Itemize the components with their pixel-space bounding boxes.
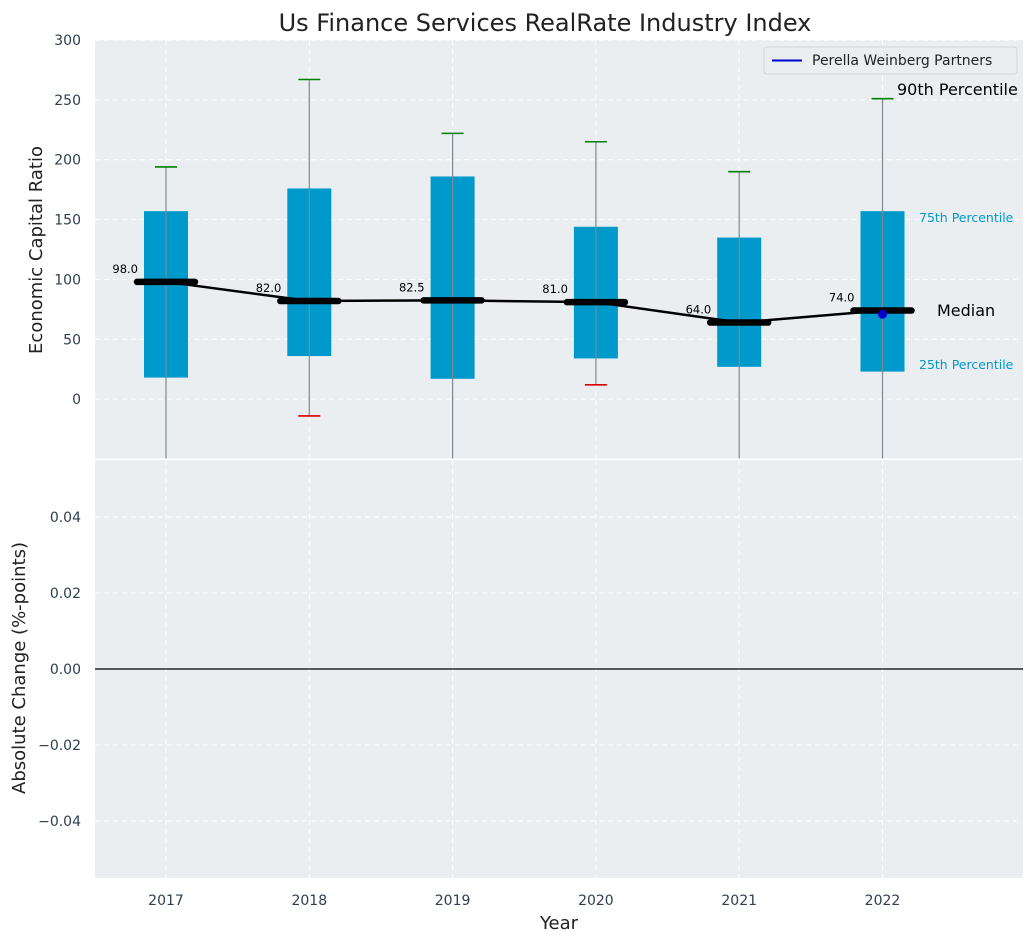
box-2020: [573, 140, 618, 386]
median-value-label-2022: 74.0: [829, 291, 855, 305]
bottom-y-tick-label: 0.04: [50, 510, 81, 526]
top-y-tick-label: 150: [54, 213, 81, 229]
median-value-label-2021: 64.0: [686, 303, 712, 317]
median-value-label-2018: 82.0: [256, 281, 282, 295]
x-tick-label-2018: 2018: [291, 893, 327, 909]
bottom-y-ticks: −0.04 −0.02 0.00 0.02 0.04: [38, 510, 81, 830]
x-axis-label: Year: [539, 913, 579, 934]
bottom-y-axis-label: Absolute Change (%-points): [9, 542, 30, 794]
x-tick-label-2022: 2022: [865, 893, 901, 909]
box-2022: [860, 97, 905, 459]
box-2021: [717, 170, 762, 459]
top-y-tick-label: 50: [63, 332, 81, 348]
bottom-y-tick-label: 0.02: [50, 586, 81, 602]
chart-title: Us Finance Services RealRate Industry In…: [279, 9, 812, 37]
annotation-median: Median: [937, 301, 995, 320]
x-tick-label-2017: 2017: [148, 893, 184, 909]
top-y-tick-label: 100: [54, 272, 81, 288]
annotation-p75: 75th Percentile: [919, 210, 1014, 225]
annotation-p90: 90th Percentile: [897, 80, 1018, 99]
annotation-p25: 25th Percentile: [919, 357, 1014, 372]
bottom-y-tick-label: 0.00: [50, 662, 81, 678]
box-2018: [287, 78, 332, 417]
box-2019: [430, 132, 475, 459]
legend: Perella Weinberg Partners: [763, 46, 1018, 75]
top-y-axis-label: Economic Capital Ratio: [26, 146, 47, 354]
legend-box: [763, 46, 1018, 75]
bottom-y-tick-label: −0.02: [38, 738, 81, 754]
box-series: 98.0 82.0 82.5 81.0 64.0 74.0: [112, 78, 915, 459]
x-tick-label-2019: 2019: [435, 893, 471, 909]
top-panel: 0 50 100 150 200 250 300 98.0 82.0 82.5 81.0 64.0 7…: [26, 33, 1023, 459]
median-value-label-2017: 98.0: [112, 262, 138, 276]
box-2017: [144, 166, 188, 459]
top-y-tick-label: 0: [72, 392, 81, 408]
percentile-annotations: 90th Percentile 75th Percentile Median 2…: [897, 80, 1018, 372]
median-value-label-2020: 81.0: [542, 282, 568, 296]
top-y-tick-label: 250: [54, 93, 81, 109]
bottom-y-tick-label: −0.04: [38, 814, 81, 830]
legend-entry-company: Perella Weinberg Partners: [812, 53, 992, 69]
x-ticks: 2017 2018 2019 2020 2021 2022: [148, 893, 900, 909]
median-value-label-2019: 82.5: [399, 280, 425, 294]
top-y-ticks: 0 50 100 150 200 250 300: [54, 33, 81, 408]
x-tick-label-2021: 2021: [721, 893, 757, 909]
x-tick-label-2020: 2020: [578, 893, 614, 909]
company-point-2022: [878, 309, 887, 319]
top-y-tick-label: 300: [54, 33, 81, 49]
bottom-panel: −0.04−0.020.000.020.04 2017 2018 2019 2020 2…: [9, 460, 1023, 934]
top-y-tick-label: 200: [54, 153, 81, 169]
